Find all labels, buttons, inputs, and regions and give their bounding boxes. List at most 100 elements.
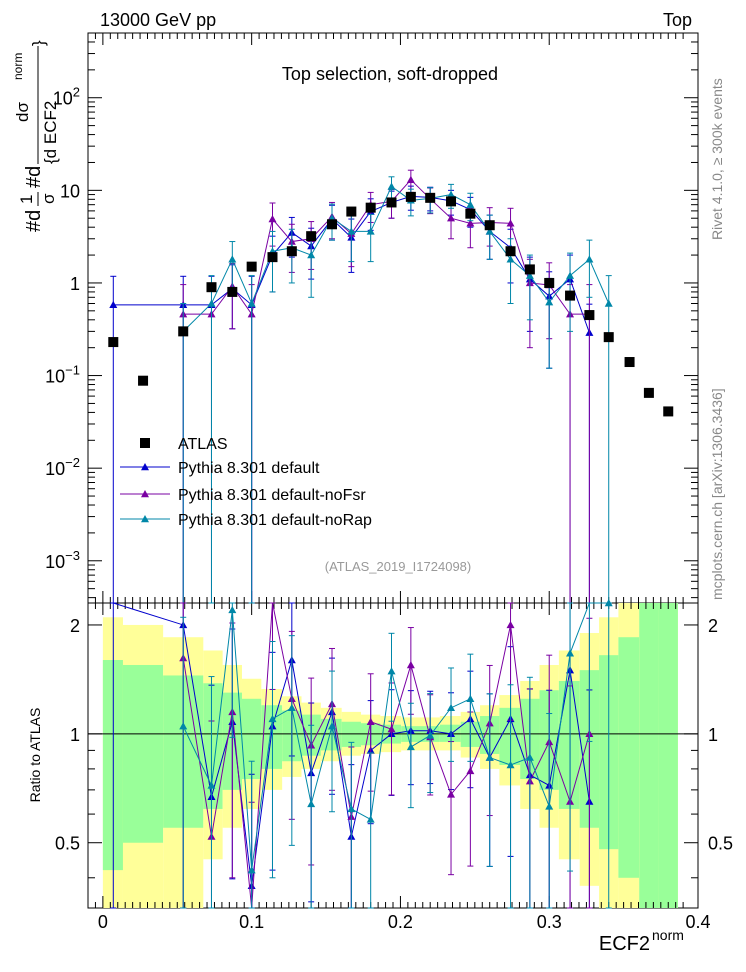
ratio-band-inner [658,603,678,908]
ratio-point [328,722,336,730]
atlas-point [603,332,614,343]
ratio-band-inner [618,637,640,878]
legend-label: Pythia 8.301 default-noFsr [178,487,366,504]
x-tick-labels: 0 0.1 0.2 0.3 0.4 [98,912,711,932]
atlas-point [446,196,457,207]
y-axis-label: #d 1 σ #d dσ {d ECF2 norm } [11,40,60,232]
data-point [466,219,475,227]
axis-ticks [87,32,698,908]
x-tick-label: 0 [98,912,108,932]
ratio-point [466,766,475,775]
ratio-band-inner [261,705,283,769]
data-point [506,219,515,227]
atlas-point [584,310,595,321]
data-point [545,298,554,306]
data-point [268,215,277,223]
data-point [406,175,415,183]
data-point [109,300,118,309]
atlas-point [267,252,278,263]
ratio-band-inner [241,698,262,780]
atlas-point [327,219,337,230]
x-axis-label-sup: norm [652,927,684,943]
ratio-point [387,667,396,675]
y-axis-label-d1: #d [23,210,45,232]
mcplots-caption: mcplots.cern.ch [arXiv:1306.3436] [709,388,725,600]
atlas-point [405,191,416,202]
ratio-point [506,761,515,769]
atlas-point [178,326,189,337]
rivet-caption: Rivet 4.1.0, ≥ 300k events [709,78,725,240]
atlas-point [138,375,149,386]
atlas-point [346,206,357,217]
legend: ATLAS Pythia 8.301 default Pythia 8.301 de… [120,436,372,529]
y-axis-label-brace: } [29,40,48,46]
data-point [447,190,456,198]
atlas-point [505,246,516,257]
ratio-band-inner [341,721,362,747]
ratio-point [525,753,534,761]
x-axis-label: ECF2 [599,933,650,955]
data-point [525,271,534,279]
ratio-band-inner [122,664,164,843]
ratio-band-inner [639,603,659,908]
ratio-uncertainty-band [102,603,678,908]
x-tick-label: 0.2 [388,912,413,932]
data-point [207,299,216,307]
atlas-point [365,202,376,213]
legend-label: ATLAS [178,436,228,453]
data-point [347,227,356,235]
atlas-point [246,261,257,272]
atlas-point [206,282,217,293]
chart-title: Top selection, soft-dropped [282,64,498,84]
legend-marker [140,438,150,448]
data-point [447,214,456,222]
ratio-point [366,717,375,725]
y-tick-label: 10−1 [45,363,80,387]
atlas-point [286,246,297,257]
y-axis-label-d2: #d [23,166,45,188]
ratio-tick-label-left: 2 [70,616,80,636]
header-right: Top [663,10,692,30]
atlas-point [465,208,476,219]
atlas-point [663,406,674,417]
atlas-point [624,357,635,368]
atlas-point [306,231,317,242]
data-point [604,299,613,307]
series-line [182,185,610,332]
analysis-label: (ATLAS_2019_I1724098) [325,559,471,574]
y-axis-label-sigma: σ [39,193,58,204]
y-tick-label: 10−3 [45,548,80,572]
ratio-point [268,714,277,723]
data-point [585,255,594,263]
atlas-point [484,220,495,231]
y-tick-label: 1 [70,274,80,294]
ratio-point [228,605,237,614]
series-line [113,195,590,333]
ratio-tick-label-left: 0.5 [55,834,80,854]
atlas-point [108,337,119,348]
ratio-point [247,866,256,874]
ratio-band-inner [558,680,580,809]
x-tick-label: 0.4 [685,912,710,932]
ratio-tick-label-right: 2 [708,616,718,636]
ratio-point [387,725,396,733]
y-axis-label-dsigma: dσ [13,102,32,122]
data-point [247,299,256,307]
legend-label: Pythia 8.301 default [178,460,320,477]
ratio-line [182,602,609,871]
ratio-point [447,790,456,798]
data-point [228,255,237,263]
ratio-point [406,660,415,669]
y-tick-label: 102 [53,85,80,109]
ratio-point [447,703,456,712]
ratio-point [566,649,575,657]
ratio-tick-label-right: 0.5 [708,834,733,854]
ratio-point [406,742,415,751]
ratio-point [506,620,515,629]
x-tick-label: 0.1 [239,912,264,932]
legend-marker [141,490,149,498]
atlas-point [544,277,555,288]
ratio-point [207,781,216,789]
y-axis-label-one: 1 [17,195,36,204]
